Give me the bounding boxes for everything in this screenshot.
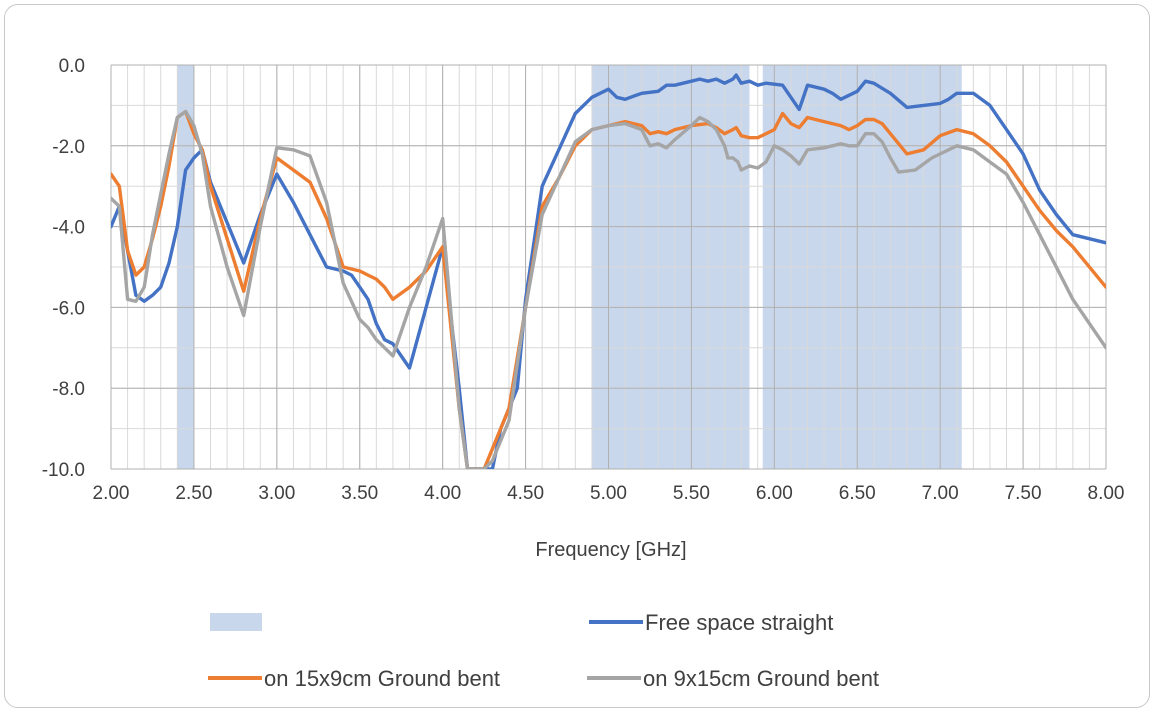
y-tick-label: -10.0	[42, 460, 85, 481]
y-tick-labels: 0.0 -2.0 -4.0 -6.0 -8.0 -10.0	[42, 56, 85, 481]
legend-label: on 9x15cm Ground bent	[643, 666, 879, 691]
x-tick-label: 8.00	[1088, 483, 1125, 504]
series-line-1	[111, 73, 1106, 469]
legend-entry-4: on 9x15cm Ground bent	[587, 666, 879, 691]
x-tick-label: 7.00	[922, 483, 959, 504]
x-tick-label: 3.50	[341, 483, 378, 504]
line-chart: 2.00 2.50 3.00 3.50 4.00 4.50 5.00 5.50 6.00 6.50…	[42, 56, 1125, 691]
x-tick-label: 5.50	[673, 483, 710, 504]
x-tick-labels: 2.00 2.50 3.00 3.50 4.00 4.50 5.00 5.50 6.00 6.50…	[93, 483, 1125, 504]
x-tick-label: 3.00	[258, 483, 295, 504]
y-tick-label: 0.0	[59, 56, 85, 77]
major-gridlines	[110, 64, 1107, 470]
y-tick-label: -4.0	[52, 218, 85, 239]
x-tick-label: 4.50	[507, 483, 544, 504]
x-tick-label: 6.50	[839, 483, 876, 504]
y-tick-label: -8.0	[52, 379, 85, 400]
x-tick-label: 4.00	[424, 483, 461, 504]
chart-frame: 2.00 2.50 3.00 3.50 4.00 4.50 5.00 5.50 6.00 6.50…	[4, 4, 1150, 708]
legend-entry-1	[210, 613, 262, 631]
x-tick-label: 2.50	[175, 483, 212, 504]
x-tick-label: 7.50	[1005, 483, 1042, 504]
x-axis-label: Frequency [GHz]	[535, 539, 686, 561]
series-line-3	[111, 109, 1106, 469]
series-line-2	[111, 109, 1106, 469]
x-tick-label: 5.00	[590, 483, 627, 504]
legend-entry-2: Free space straight	[589, 610, 833, 635]
y-tick-label: -6.0	[52, 298, 85, 319]
legend-entry-3: on 15x9cm Ground bent	[208, 666, 500, 691]
legend-label: Free space straight	[645, 610, 833, 635]
y-tick-label: -2.0	[52, 137, 85, 158]
legend: Free space straight on 15x9cm Ground bent…	[208, 610, 879, 691]
legend-swatch-patch	[210, 613, 262, 631]
x-tick-label: 2.00	[93, 483, 130, 504]
series-layer	[111, 73, 1106, 469]
legend-label: on 15x9cm Ground bent	[264, 666, 500, 691]
x-tick-label: 6.00	[756, 483, 793, 504]
